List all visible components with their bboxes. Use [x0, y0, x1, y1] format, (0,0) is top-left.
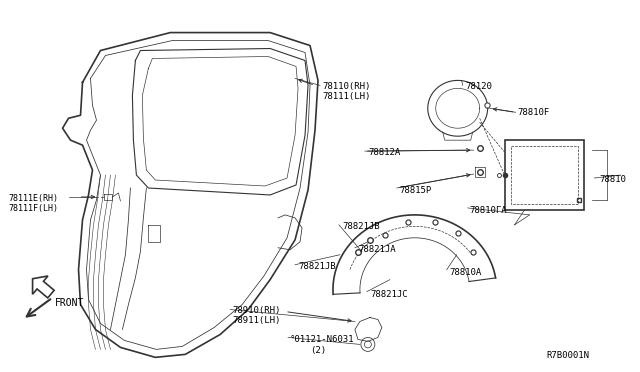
Text: 78810A: 78810A: [450, 268, 482, 277]
Text: 78111E(RH): 78111E(RH): [9, 194, 59, 203]
Text: 78110(RH): 78110(RH): [322, 82, 371, 92]
Text: 78111(LH): 78111(LH): [322, 92, 371, 101]
Text: 78810: 78810: [600, 175, 627, 184]
Text: 78810F: 78810F: [518, 108, 550, 117]
Text: 78911(LH): 78911(LH): [232, 315, 280, 324]
Text: 78815P: 78815P: [400, 186, 432, 195]
Text: 78810ГA: 78810ГA: [470, 206, 508, 215]
Text: 78120: 78120: [466, 82, 493, 92]
Text: R7B0001N: R7B0001N: [547, 352, 589, 360]
Text: 78821JB: 78821JB: [298, 262, 335, 271]
Text: FRONT: FRONT: [54, 298, 84, 308]
Text: °01121-N6031: °01121-N6031: [290, 336, 355, 344]
Text: 78111F(LH): 78111F(LH): [9, 204, 59, 213]
Text: 78910(RH): 78910(RH): [232, 305, 280, 315]
Text: (2): (2): [310, 346, 326, 355]
Text: 78821JC: 78821JC: [370, 290, 408, 299]
Text: 78821JB: 78821JB: [342, 222, 380, 231]
Polygon shape: [33, 276, 54, 298]
Text: 78812A: 78812A: [368, 148, 400, 157]
Bar: [504, 140, 584, 210]
Text: 78821JA: 78821JA: [358, 245, 396, 254]
